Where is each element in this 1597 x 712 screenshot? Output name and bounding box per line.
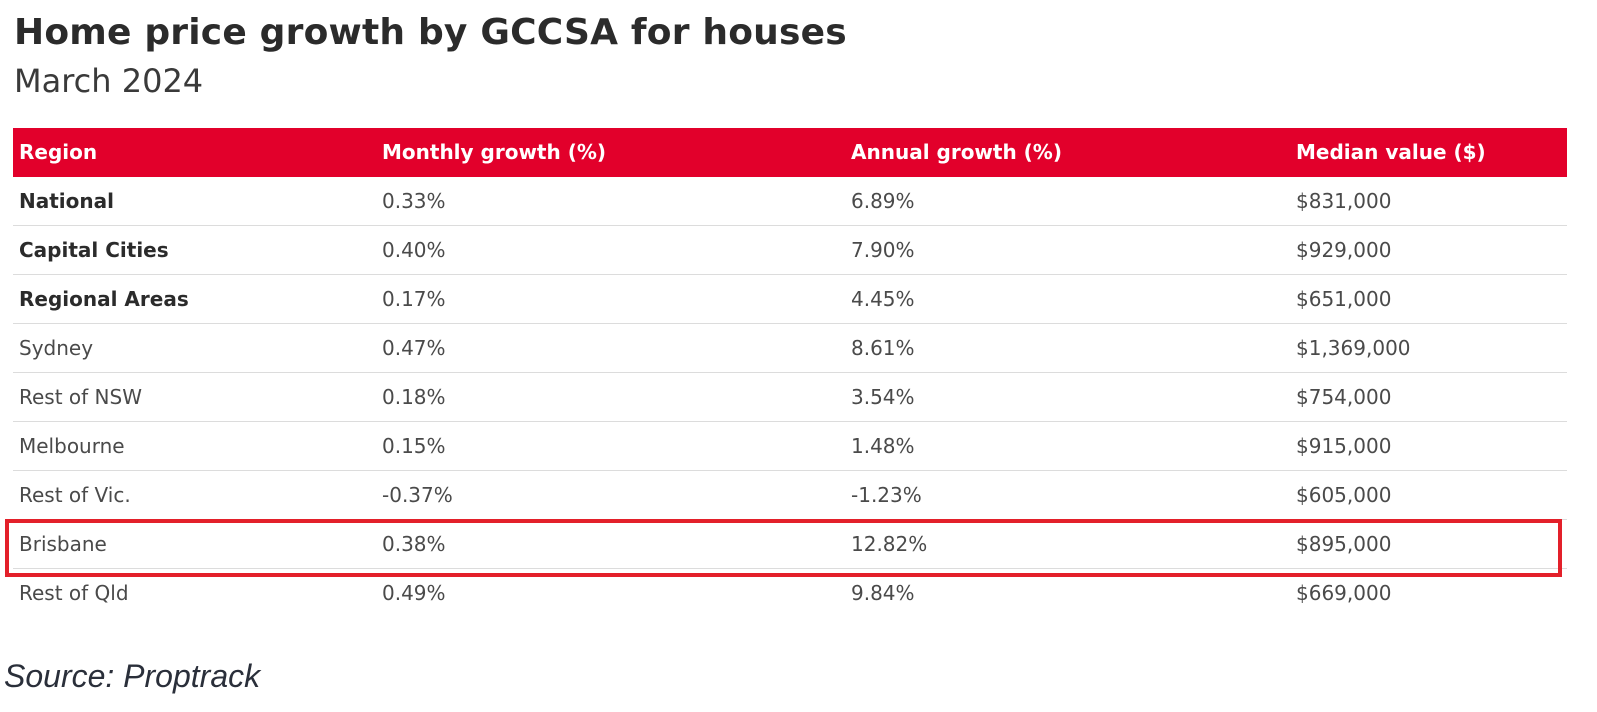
table-row: Melbourne 0.15% 1.48% $915,000	[13, 422, 1567, 471]
cell-median-value: $929,000	[1296, 238, 1392, 262]
cell-annual-growth: -1.23%	[851, 483, 922, 507]
column-header-annual-growth: Annual growth (%)	[851, 140, 1062, 164]
cell-region: National	[19, 189, 114, 213]
cell-monthly-growth: 0.40%	[382, 238, 446, 262]
column-header-median-value: Median value ($)	[1296, 140, 1486, 164]
table-body: National 0.33% 6.89% $831,000 Capital Cities…	[13, 177, 1567, 618]
cell-monthly-growth: -0.37%	[382, 483, 453, 507]
cell-median-value: $669,000	[1296, 581, 1392, 605]
cell-median-value: $915,000	[1296, 434, 1392, 458]
source-note: Source: Proptrack	[4, 658, 261, 694]
cell-median-value: $895,000	[1296, 532, 1392, 556]
cell-annual-growth: 9.84%	[851, 581, 915, 605]
cell-monthly-growth: 0.47%	[382, 336, 446, 360]
cell-annual-growth: 8.61%	[851, 336, 915, 360]
cell-monthly-growth: 0.49%	[382, 581, 446, 605]
cell-median-value: $754,000	[1296, 385, 1392, 409]
table-row: Rest of Vic. -0.37% -1.23% $605,000	[13, 471, 1567, 520]
table-row: Rest of Qld 0.49% 9.84% $669,000	[13, 569, 1567, 618]
cell-region: Brisbane	[19, 532, 107, 556]
cell-region: Rest of Qld	[19, 581, 129, 605]
cell-annual-growth: 3.54%	[851, 385, 915, 409]
cell-median-value: $831,000	[1296, 189, 1392, 213]
column-header-monthly-growth: Monthly growth (%)	[382, 140, 607, 164]
cell-annual-growth: 6.89%	[851, 189, 915, 213]
cell-median-value: $1,369,000	[1296, 336, 1411, 360]
data-table: Region Monthly growth (%) Annual growth …	[13, 128, 1567, 618]
cell-region: Capital Cities	[19, 238, 169, 262]
cell-median-value: $605,000	[1296, 483, 1392, 507]
table-row: Brisbane 0.38% 12.82% $895,000	[13, 520, 1567, 569]
cell-monthly-growth: 0.15%	[382, 434, 446, 458]
cell-region: Rest of Vic.	[19, 483, 131, 507]
table-header: Region Monthly growth (%) Annual growth …	[13, 128, 1567, 177]
cell-region: Sydney	[19, 336, 94, 360]
cell-monthly-growth: 0.18%	[382, 385, 446, 409]
table-row: Regional Areas 0.17% 4.45% $651,000	[13, 275, 1567, 324]
cell-region: Regional Areas	[19, 287, 189, 311]
cell-region: Melbourne	[19, 434, 125, 458]
cell-annual-growth: 1.48%	[851, 434, 915, 458]
column-header-region: Region	[19, 140, 98, 164]
cell-monthly-growth: 0.38%	[382, 532, 446, 556]
table-row: Rest of NSW 0.18% 3.54% $754,000	[13, 373, 1567, 422]
chart-subtitle: March 2024	[14, 62, 204, 100]
cell-annual-growth: 4.45%	[851, 287, 915, 311]
cell-monthly-growth: 0.17%	[382, 287, 446, 311]
cell-monthly-growth: 0.33%	[382, 189, 446, 213]
cell-annual-growth: 7.90%	[851, 238, 915, 262]
cell-annual-growth: 12.82%	[851, 532, 928, 556]
chart-title: Home price growth by GCCSA for houses	[14, 12, 847, 53]
cell-region: Rest of NSW	[19, 385, 142, 409]
table-row: Capital Cities 0.40% 7.90% $929,000	[13, 226, 1567, 275]
table-row: Sydney 0.47% 8.61% $1,369,000	[13, 324, 1567, 373]
cell-median-value: $651,000	[1296, 287, 1392, 311]
table-row: National 0.33% 6.89% $831,000	[13, 177, 1567, 226]
